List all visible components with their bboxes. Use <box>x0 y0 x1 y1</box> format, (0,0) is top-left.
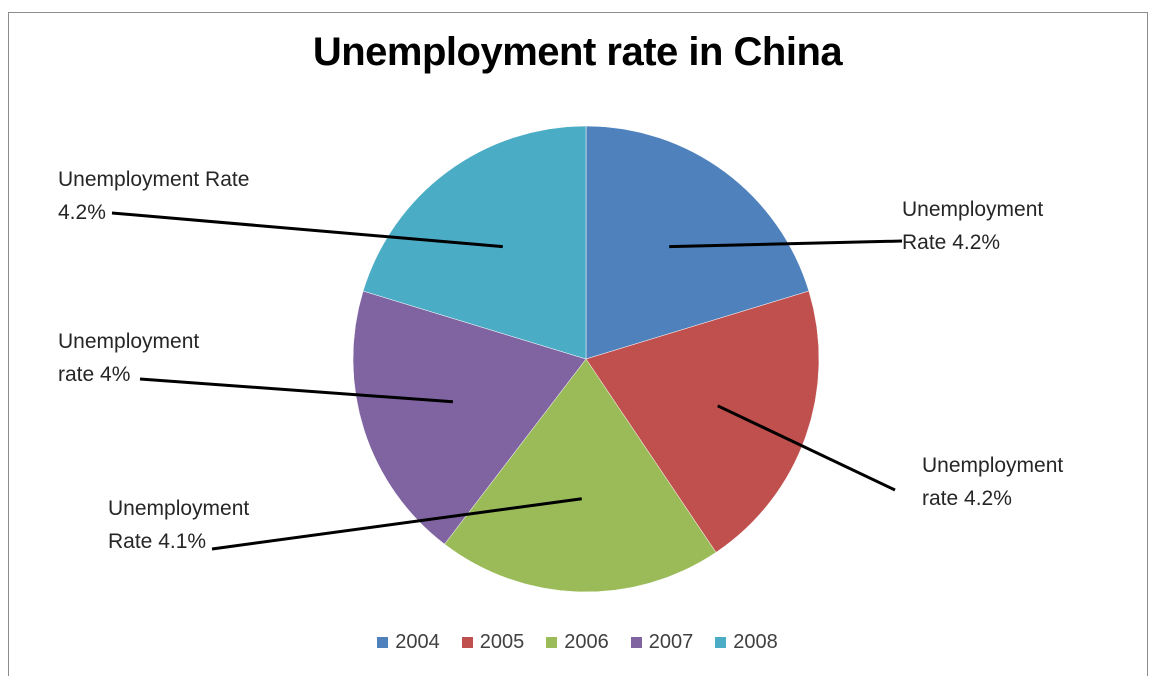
legend-label: 2005 <box>480 631 525 654</box>
legend-item-2008: 2008 <box>715 631 778 654</box>
legend-swatch <box>715 637 726 648</box>
data-label-line-1: Unemployment Rate <box>58 163 249 196</box>
data-label-line-2: rate 4.2% <box>922 482 1063 515</box>
data-label-2004: Unemployment Rate 4.2% <box>902 193 1043 259</box>
legend-label: 2006 <box>564 631 609 654</box>
data-label-line-1: Unemployment <box>922 449 1063 482</box>
data-label-2007: Unemployment rate 4% <box>58 325 199 391</box>
legend-swatch <box>631 637 642 648</box>
legend-swatch <box>377 637 388 648</box>
data-label-2005: Unemployment rate 4.2% <box>922 449 1063 515</box>
data-label-line-1: Unemployment <box>108 492 249 525</box>
legend-item-2004: 2004 <box>377 631 440 654</box>
data-label-line-2: 4.2% <box>58 196 249 229</box>
data-label-line-2: Rate 4.2% <box>902 226 1043 259</box>
data-label-line-1: Unemployment <box>902 193 1043 226</box>
data-label-line-2: Rate 4.1% <box>108 525 249 558</box>
legend-label: 2008 <box>733 631 778 654</box>
legend-swatch <box>462 637 473 648</box>
data-label-line-2: rate 4% <box>58 358 199 391</box>
legend-label: 2004 <box>395 631 440 654</box>
legend-item-2005: 2005 <box>462 631 525 654</box>
legend-label: 2007 <box>649 631 694 654</box>
data-label-line-1: Unemployment <box>58 325 199 358</box>
data-label-2006: Unemployment Rate 4.1% <box>108 492 249 558</box>
legend-item-2006: 2006 <box>546 631 609 654</box>
legend-item-2007: 2007 <box>631 631 694 654</box>
data-label-2008: Unemployment Rate 4.2% <box>58 163 249 229</box>
legend-swatch <box>546 637 557 648</box>
legend: 2004 2005 2006 2007 2008 <box>0 631 1155 654</box>
